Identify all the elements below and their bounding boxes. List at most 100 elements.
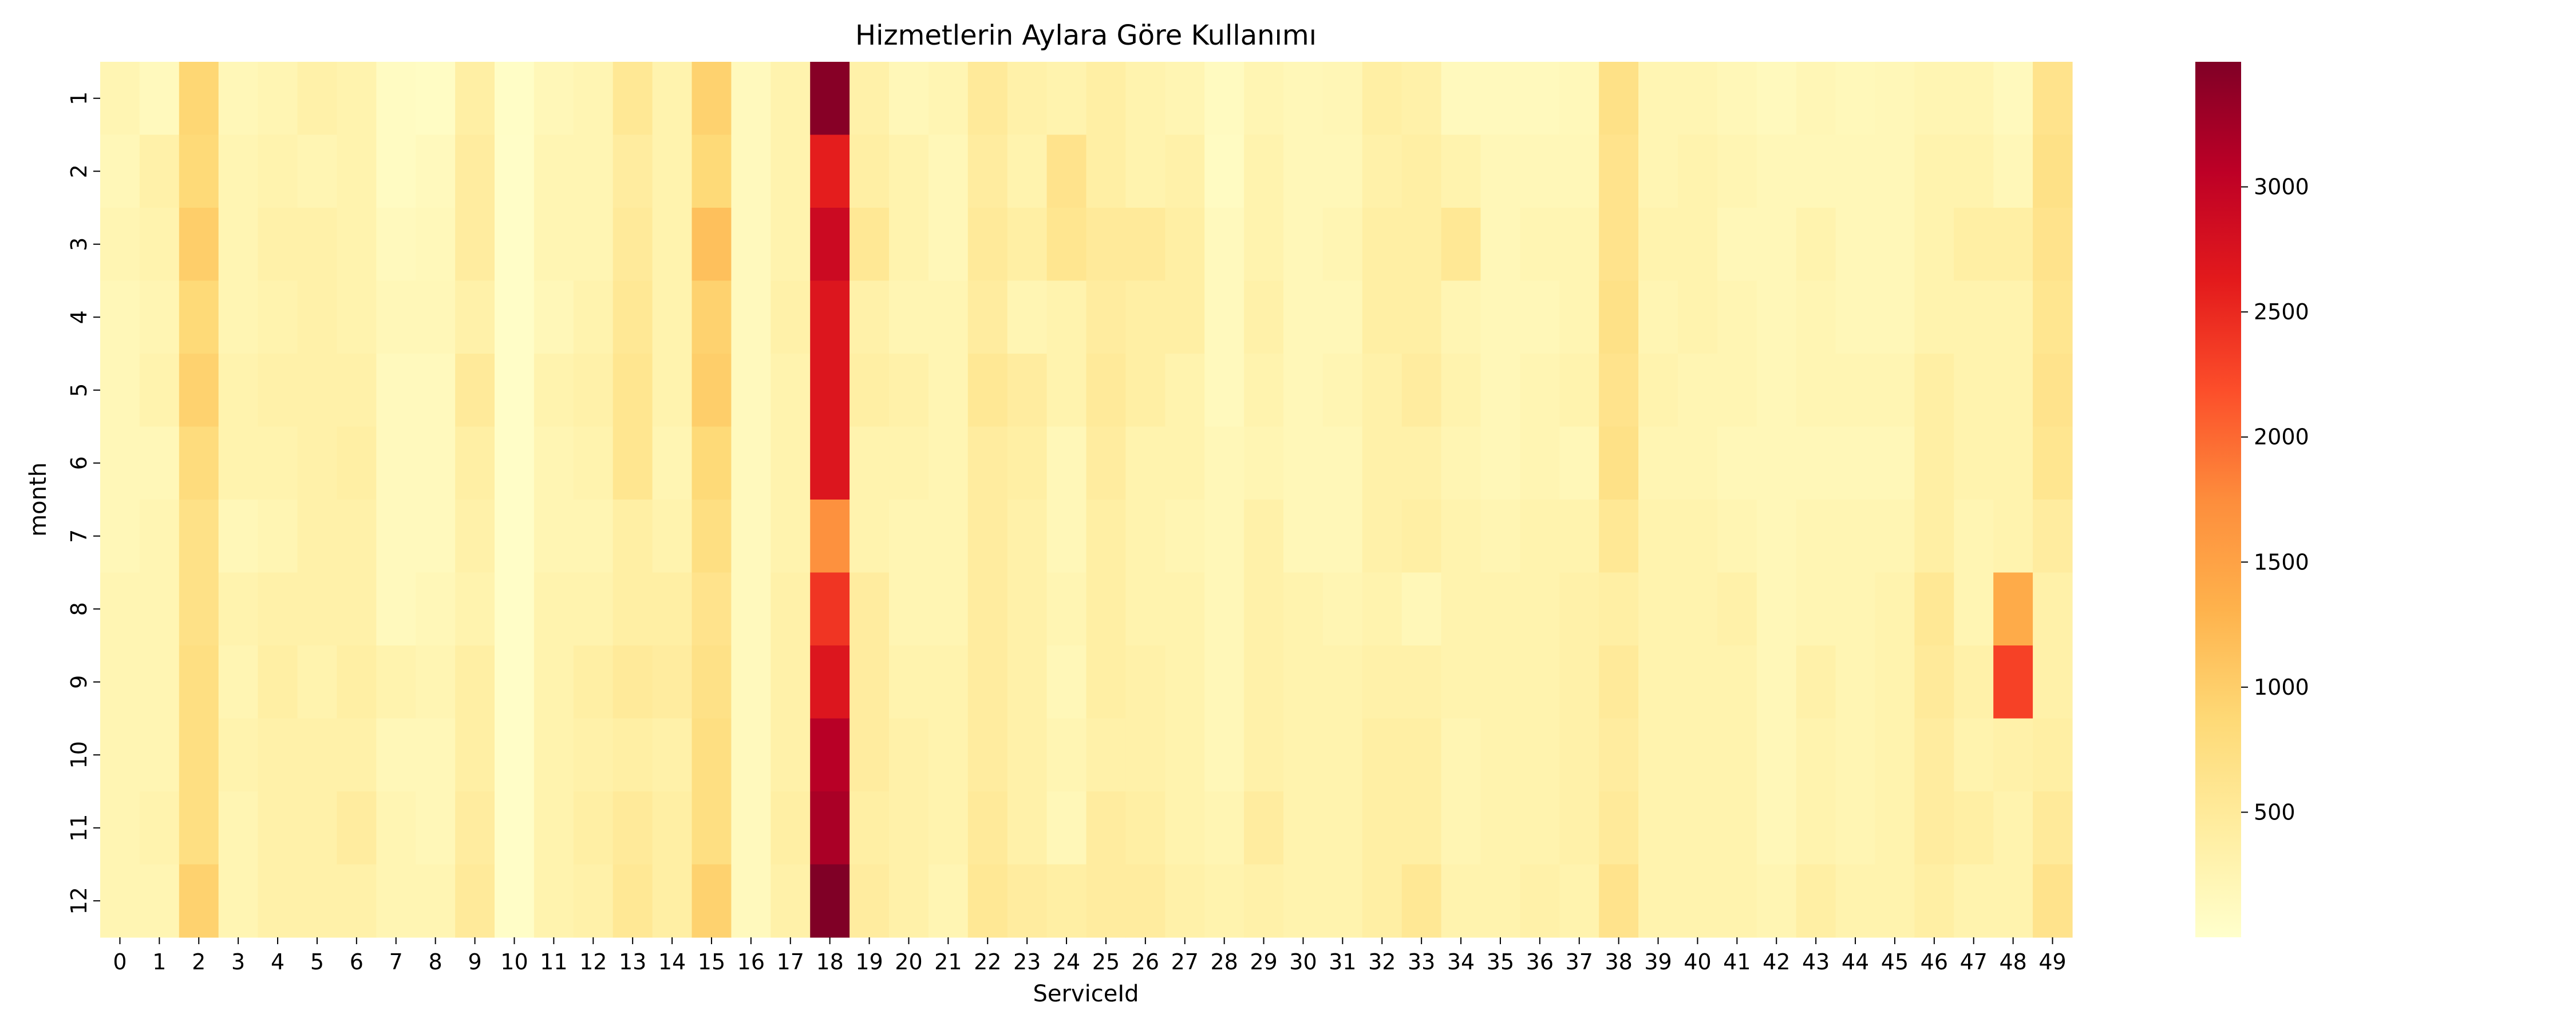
heatmap-cell xyxy=(1165,354,1205,427)
heatmap-cell xyxy=(100,280,140,354)
heatmap-cell xyxy=(1638,426,1678,500)
heatmap-cell xyxy=(1165,645,1205,719)
heatmap-cell xyxy=(1914,62,1954,136)
heatmap-cell xyxy=(1204,791,1244,865)
heatmap-cell xyxy=(692,791,732,865)
heatmap-cell xyxy=(1244,500,1284,573)
heatmap-cell xyxy=(573,864,614,938)
x-tick-label: 36 xyxy=(1526,949,1554,974)
heatmap-cell xyxy=(771,791,811,865)
heatmap-cell xyxy=(1599,864,1639,938)
heatmap-cell xyxy=(771,134,811,208)
heatmap-cell xyxy=(1914,645,1954,719)
heatmap-cell xyxy=(534,864,574,938)
heatmap-cell xyxy=(1520,864,1560,938)
heatmap-cell xyxy=(1717,280,1757,354)
x-tick-label: 46 xyxy=(1921,949,1948,974)
heatmap-cell xyxy=(1559,62,1599,136)
heatmap-cell xyxy=(1322,280,1363,354)
heatmap-cell xyxy=(376,208,416,282)
heatmap-cell xyxy=(139,791,180,865)
heatmap-cell xyxy=(1638,62,1678,136)
heatmap-cell xyxy=(928,864,969,938)
heatmap-cell xyxy=(1007,791,1048,865)
heatmap-cell xyxy=(1283,645,1323,719)
heatmap-cell xyxy=(455,645,495,719)
heatmap-cell xyxy=(1559,500,1599,573)
heatmap-cell xyxy=(613,62,653,136)
heatmap-cell xyxy=(1480,62,1520,136)
heatmap-cell xyxy=(495,645,535,719)
heatmap-cell xyxy=(850,791,890,865)
heatmap-cell xyxy=(218,62,259,136)
heatmap-cell xyxy=(416,791,456,865)
heatmap-cell xyxy=(1401,500,1442,573)
heatmap-cell xyxy=(967,208,1008,282)
y-tick-label: 8 xyxy=(66,602,92,616)
heatmap-cell xyxy=(967,864,1008,938)
heatmap-cell xyxy=(692,426,732,500)
heatmap-cell xyxy=(613,791,653,865)
heatmap-cell xyxy=(573,62,614,136)
heatmap-cell xyxy=(613,572,653,646)
heatmap-cell xyxy=(100,62,140,136)
heatmap-cell xyxy=(1835,134,1876,208)
heatmap-cell xyxy=(1914,354,1954,427)
heatmap-cell xyxy=(1401,208,1442,282)
heatmap-cell xyxy=(1086,62,1126,136)
heatmap-cell xyxy=(2033,572,2073,646)
heatmap-cell xyxy=(613,208,653,282)
x-tick-label: 4 xyxy=(271,949,285,974)
heatmap-cell xyxy=(731,208,771,282)
heatmap-cell xyxy=(1599,280,1639,354)
heatmap-cell xyxy=(1125,354,1165,427)
heatmap-cell xyxy=(1401,572,1442,646)
heatmap-cell xyxy=(1401,354,1442,427)
heatmap-cell xyxy=(2033,134,2073,208)
heatmap-cell xyxy=(1875,500,1915,573)
heatmap-cell xyxy=(1086,426,1126,500)
heatmap-cell xyxy=(731,134,771,208)
heatmap-cell xyxy=(1046,426,1087,500)
heatmap-cell xyxy=(810,134,850,208)
heatmap-cell xyxy=(1322,718,1363,792)
colorbar-tick-label: 2500 xyxy=(2254,299,2309,324)
heatmap-cell xyxy=(1441,645,1481,719)
heatmap-cell xyxy=(1086,354,1126,427)
heatmap-cell xyxy=(692,134,732,208)
heatmap-cell xyxy=(139,572,180,646)
heatmap-cell xyxy=(1756,500,1797,573)
heatmap-cell xyxy=(1401,718,1442,792)
heatmap-cell xyxy=(810,645,850,719)
y-tick-label: 3 xyxy=(66,237,92,251)
heatmap-cell xyxy=(337,864,377,938)
heatmap-cell xyxy=(376,645,416,719)
heatmap-cell xyxy=(1520,208,1560,282)
heatmap-cell xyxy=(967,572,1008,646)
colorbar xyxy=(2195,62,2241,937)
x-tick-label: 16 xyxy=(737,949,765,974)
heatmap-cell xyxy=(218,500,259,573)
heatmap-cell xyxy=(1914,718,1954,792)
heatmap-cell xyxy=(850,572,890,646)
heatmap-cell xyxy=(1441,718,1481,792)
heatmap-cell xyxy=(376,426,416,500)
heatmap-cell xyxy=(1875,645,1915,719)
heatmap-cell xyxy=(1954,354,1994,427)
heatmap-cell xyxy=(1520,645,1560,719)
heatmap-cell xyxy=(1756,572,1797,646)
heatmap-cell xyxy=(731,62,771,136)
x-tick-label: 18 xyxy=(816,949,843,974)
heatmap-cell xyxy=(297,208,337,282)
heatmap-cell xyxy=(258,208,298,282)
heatmap-cell xyxy=(1165,208,1205,282)
chart-title: Hizmetlerin Aylara Göre Kullanımı xyxy=(855,19,1317,52)
heatmap-cell xyxy=(1875,426,1915,500)
heatmap-cell xyxy=(2033,426,2073,500)
heatmap-cell xyxy=(455,500,495,573)
heatmap-cell xyxy=(1993,134,2033,208)
heatmap-cell xyxy=(218,280,259,354)
heatmap-cell xyxy=(731,280,771,354)
heatmap-cell xyxy=(1835,791,1876,865)
heatmap-cell xyxy=(258,280,298,354)
